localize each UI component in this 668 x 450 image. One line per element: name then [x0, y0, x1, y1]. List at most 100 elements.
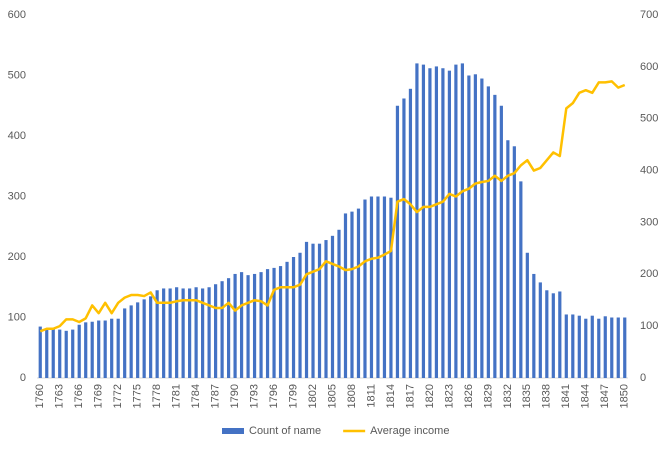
bar	[298, 252, 302, 378]
x-tick-label: 1790	[229, 384, 241, 408]
x-tick-label: 1796	[268, 384, 280, 408]
bar	[265, 269, 270, 378]
bar	[181, 288, 185, 378]
bar	[317, 243, 322, 378]
x-tick-label: 1829	[482, 384, 494, 408]
bar	[473, 74, 477, 378]
x-tick-label: 1832	[502, 384, 514, 408]
bar	[545, 290, 549, 378]
bar	[304, 241, 309, 378]
y2-tick-label: 100	[640, 320, 658, 332]
bar	[389, 197, 393, 378]
legend-label: Average income	[370, 425, 449, 437]
x-tick-label: 1844	[580, 384, 592, 408]
y-tick-label: 0	[20, 372, 26, 384]
bar	[324, 240, 328, 378]
bar	[395, 105, 400, 378]
bar	[291, 257, 296, 378]
bar	[246, 275, 250, 378]
bar	[207, 287, 211, 378]
bar	[142, 299, 146, 378]
bar	[590, 315, 594, 378]
bar	[538, 282, 542, 378]
bar	[123, 308, 127, 378]
bar	[506, 140, 510, 378]
bar	[71, 329, 75, 378]
y2-tick-label: 300	[640, 216, 658, 228]
x-tick-label: 1835	[521, 384, 533, 408]
x-tick-label: 1802	[307, 384, 319, 408]
x-tick-label: 1814	[385, 384, 397, 408]
bar	[45, 329, 49, 378]
bar	[610, 317, 614, 378]
bar	[486, 86, 490, 378]
bar	[272, 267, 276, 378]
legend-swatch	[222, 428, 244, 434]
bar	[428, 68, 432, 379]
bar	[402, 98, 406, 379]
x-tick-label: 1787	[210, 384, 222, 408]
bar	[434, 66, 439, 379]
legend-label: Count of name	[249, 425, 321, 437]
bar	[499, 105, 503, 378]
y-tick-label: 300	[8, 190, 26, 202]
bar	[337, 229, 341, 378]
y-tick-label: 400	[8, 130, 26, 142]
x-tick-label: 1784	[190, 384, 202, 408]
x-tick-label: 1808	[346, 384, 358, 408]
bar	[532, 273, 536, 378]
bar	[58, 329, 62, 378]
bar	[64, 330, 68, 378]
bar	[110, 318, 114, 378]
bar	[155, 290, 159, 378]
x-tick-label: 1778	[151, 384, 163, 408]
bar	[149, 296, 153, 378]
bar	[201, 288, 205, 378]
bar	[460, 63, 464, 379]
x-tick-label: 1760	[34, 384, 46, 408]
bar	[168, 288, 172, 378]
bar	[239, 272, 244, 378]
x-tick-label: 1793	[248, 384, 260, 408]
y2-tick-label: 700	[640, 9, 658, 21]
x-tick-label: 1838	[541, 384, 553, 408]
bar	[226, 278, 231, 378]
bar	[90, 321, 94, 378]
x-tick-label: 1766	[73, 384, 85, 408]
bar	[415, 63, 419, 379]
bar	[467, 75, 471, 378]
bar	[77, 324, 81, 378]
bar	[382, 196, 387, 378]
bar	[213, 284, 218, 378]
bar	[175, 287, 179, 378]
bar	[493, 94, 497, 379]
x-tick-label: 1763	[54, 384, 66, 408]
bar	[421, 64, 426, 379]
bar	[376, 196, 380, 378]
y-tick-label: 500	[8, 69, 26, 81]
bar	[551, 293, 555, 378]
bar	[525, 252, 529, 378]
bar	[447, 70, 452, 378]
bar	[311, 243, 315, 378]
x-tick-label: 1775	[132, 384, 144, 408]
bar	[356, 208, 361, 378]
y-tick-label: 600	[8, 9, 26, 21]
bar	[38, 326, 42, 378]
x-tick-label: 1820	[424, 384, 436, 408]
line	[39, 80, 626, 333]
y2-tick-label: 200	[640, 268, 658, 280]
bar	[103, 320, 107, 378]
x-tick-label: 1781	[171, 384, 183, 408]
bar	[564, 314, 568, 378]
bar	[363, 199, 367, 378]
x-tick-label: 1772	[112, 384, 124, 408]
bar	[369, 196, 374, 378]
bar	[129, 305, 133, 378]
bar	[512, 146, 516, 378]
x-tick-label: 1850	[619, 384, 631, 408]
bar	[330, 235, 335, 378]
x-tick-label: 1841	[560, 384, 572, 408]
bar	[220, 281, 224, 378]
